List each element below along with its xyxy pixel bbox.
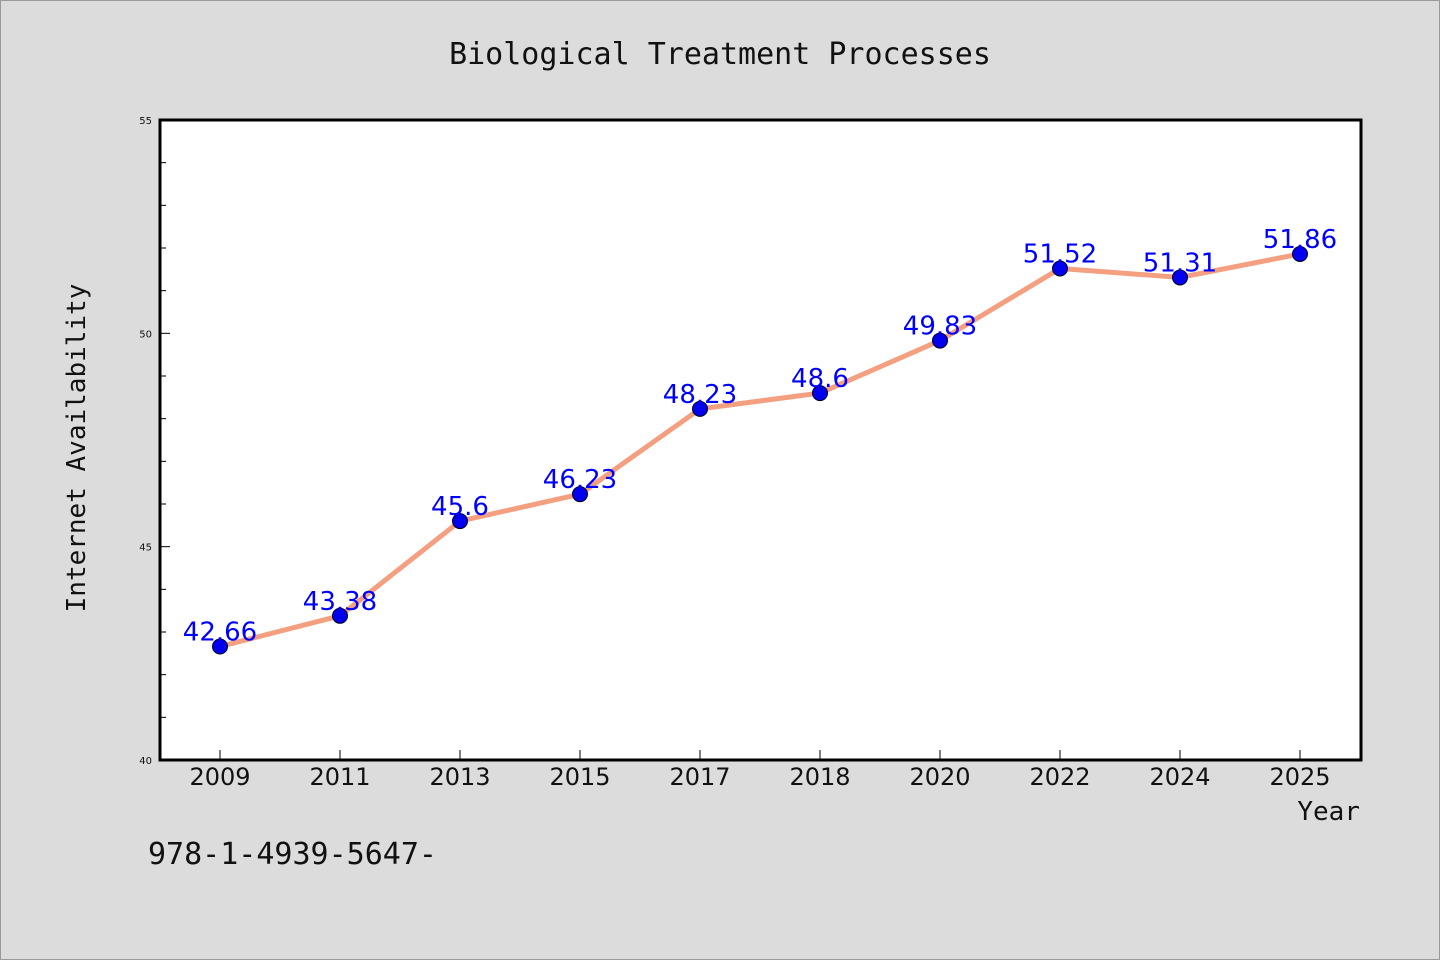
plot-area: [158, 118, 1363, 762]
x-tick-label: 2020: [909, 763, 970, 791]
chart-title: Biological Treatment Processes: [449, 37, 991, 72]
data-point: [452, 513, 468, 530]
x-tick-label: 2011: [309, 763, 370, 791]
data-point: [572, 486, 588, 503]
series-line: [219, 251, 1301, 649]
x-axis: 2009 2011 2013 2015 2017 2018 2020 2022 2024 2025: [189, 750, 1331, 791]
data-point: [212, 638, 228, 655]
y-tick-label: 45: [139, 543, 152, 554]
y-axis-label: Internet Availability: [62, 284, 92, 613]
data-point: [932, 332, 948, 349]
x-tick-label: 2017: [669, 763, 730, 791]
data-labels: 42.66 43.38 45.6 46.23 48.23 48.6 49.83 51.52 51…: [183, 225, 1337, 648]
data-label: 43.38: [303, 587, 377, 617]
footnote-text: 978-1-4939-5647-: [148, 837, 437, 872]
data-points: [212, 245, 1308, 655]
y-tick-label: 50: [139, 329, 152, 340]
x-tick-label: 2024: [1149, 763, 1210, 791]
data-point: [1292, 245, 1308, 262]
data-label: 45.6: [431, 492, 489, 522]
data-point: [1052, 260, 1068, 277]
x-axis-label: Year: [1297, 797, 1360, 827]
data-label: 49.83: [903, 312, 977, 342]
x-tick-label: 2013: [429, 763, 490, 791]
x-tick-label: 2018: [789, 763, 850, 791]
data-label: 48.6: [791, 364, 849, 394]
y-tick-label: 55: [139, 116, 152, 127]
data-point: [692, 400, 708, 417]
data-label: 51.52: [1023, 239, 1097, 269]
x-tick-label: 2022: [1029, 763, 1090, 791]
data-point: [1172, 269, 1188, 286]
data-point: [812, 385, 828, 402]
data-label: 48.23: [663, 380, 737, 410]
data-label: 51.31: [1143, 248, 1217, 278]
x-tick-label: 2025: [1269, 763, 1330, 791]
x-tick-label: 2009: [189, 763, 250, 791]
data-label: 42.66: [183, 618, 257, 648]
y-axis: 40 45 50 55: [139, 116, 170, 767]
y-tick-label: 40: [139, 756, 152, 767]
data-point: [332, 607, 348, 624]
x-tick-label: 2015: [549, 763, 610, 791]
data-label: 46.23: [543, 465, 617, 495]
data-label: 51.86: [1263, 225, 1337, 255]
